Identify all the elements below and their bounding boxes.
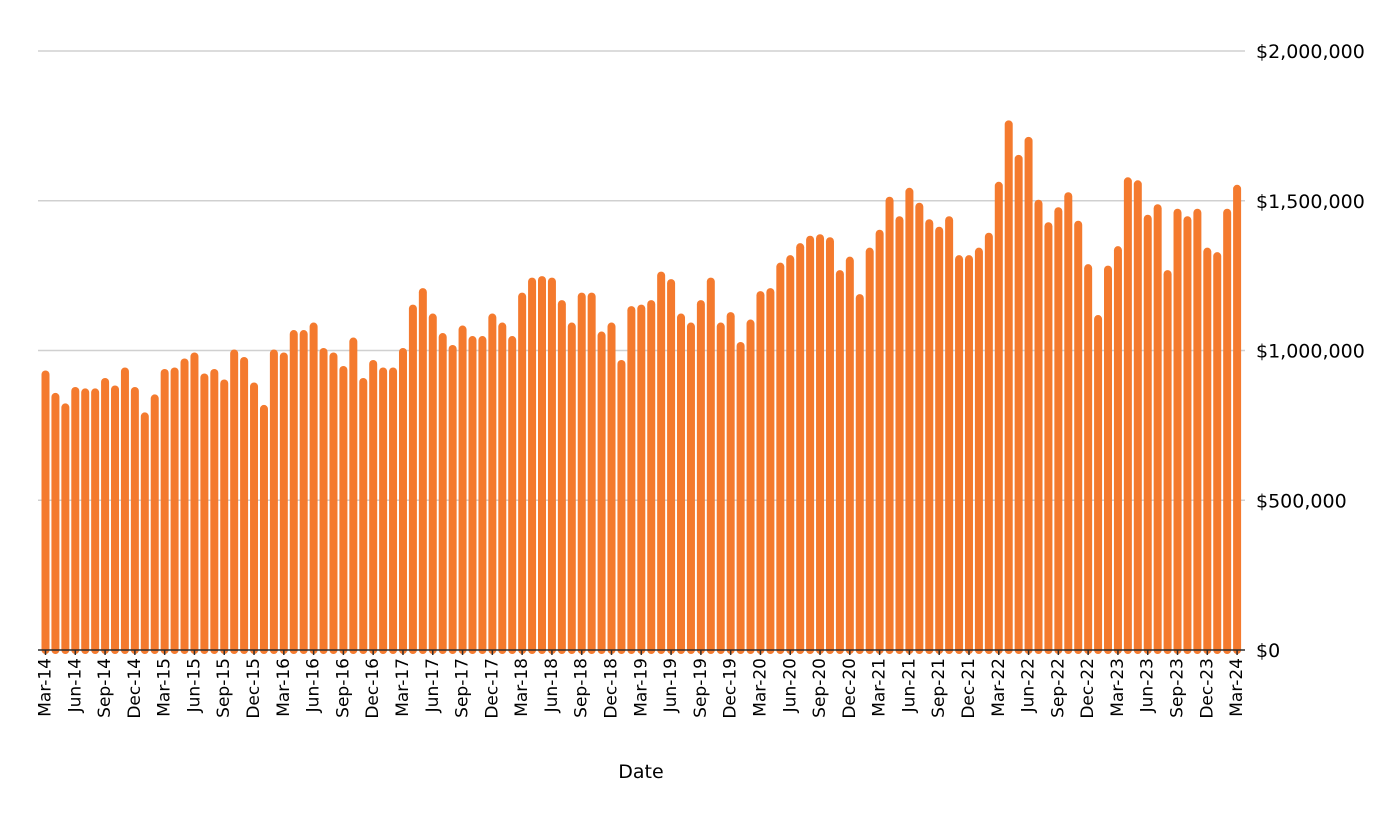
x-tick-label: Sep-23: [1168, 658, 1188, 718]
x-tick-label: Sep-20: [810, 658, 830, 718]
x-tick-label: Mar-22: [989, 658, 1009, 717]
x-tick-label: Jun-22: [1019, 658, 1039, 713]
x-tick-label: Dec-21: [959, 658, 979, 719]
x-tick-label: Mar-16: [274, 658, 294, 717]
x-tick-label: Sep-16: [333, 658, 353, 718]
axes: [38, 649, 1245, 655]
x-tick-label: Dec-16: [363, 658, 383, 719]
x-tick-label: Mar-15: [155, 658, 175, 717]
x-tick-label: Mar-21: [870, 658, 890, 717]
y-tick-label: $500,000: [1256, 490, 1347, 512]
x-tick-label: Dec-17: [482, 658, 502, 719]
x-tick-label: Jun-23: [1138, 658, 1158, 713]
x-tick-labels: Mar-14 Jun-14 Sep-14 Dec-14 Mar-15 Jun-15 Sep-…: [36, 658, 1248, 719]
x-tick-label: Dec-15: [244, 658, 264, 719]
x-tick-label: Sep-14: [95, 658, 115, 718]
y-tick-labels: $0 $500,000 $1,000,000 $1,500,000 $2,000,000: [1256, 41, 1365, 662]
bars: [41, 120, 1242, 654]
x-tick-label: Dec-19: [721, 658, 741, 719]
x-tick-label: Sep-15: [214, 658, 234, 718]
x-tick-label: Mar-24: [1227, 658, 1247, 717]
x-tick-label: Mar-17: [393, 658, 413, 717]
x-tick-label: Jun-21: [899, 658, 919, 713]
x-tick-label: Dec-20: [840, 658, 860, 719]
x-tick-label: Jun-19: [661, 658, 681, 713]
x-tick-label: Mar-18: [512, 658, 532, 717]
x-tick-label: Sep-18: [572, 658, 592, 718]
x-tick-label: Sep-22: [1048, 658, 1068, 718]
x-tick-label: Dec-23: [1197, 658, 1217, 719]
x-tick-label: Mar-23: [1108, 658, 1128, 717]
x-tick-label: Dec-18: [602, 658, 622, 719]
y-tick-label: $0: [1256, 640, 1280, 662]
y-tick-label: $1,000,000: [1256, 341, 1365, 363]
x-tick-label: Jun-15: [184, 658, 204, 713]
x-tick-label: Mar-20: [750, 658, 770, 717]
x-tick-label: Dec-22: [1078, 658, 1098, 719]
x-tick-label: Mar-14: [36, 658, 56, 717]
x-tick-label: Sep-19: [691, 658, 711, 718]
x-tick-label: Jun-14: [65, 658, 85, 713]
x-tick-label: Jun-17: [423, 658, 443, 713]
x-tick-label: Dec-14: [125, 658, 145, 719]
y-tick-label: $2,000,000: [1256, 41, 1365, 63]
x-tick-label: Sep-21: [929, 658, 949, 718]
x-axis-title: Date: [618, 761, 663, 783]
y-tick-label: $1,500,000: [1256, 191, 1365, 213]
x-tick-label: Jun-20: [780, 658, 800, 713]
x-tick-label: Mar-19: [631, 658, 651, 717]
x-tick-label: Sep-17: [453, 658, 473, 718]
x-tick-label: Jun-16: [304, 658, 324, 713]
x-tick-label: Jun-18: [542, 658, 562, 713]
